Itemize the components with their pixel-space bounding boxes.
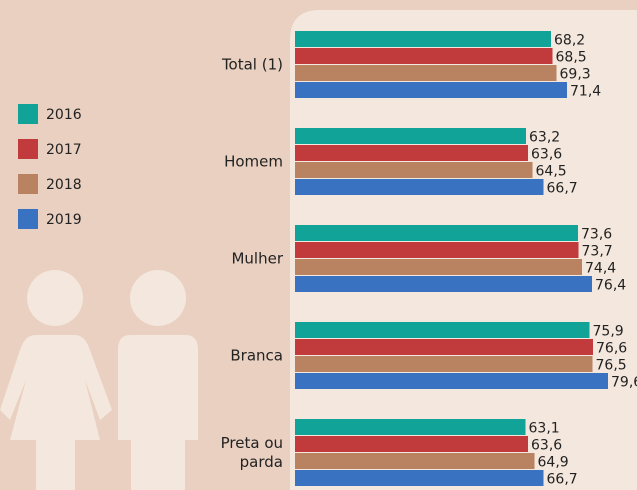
value-label: 76,4 (595, 278, 626, 294)
legend-swatch (18, 139, 38, 159)
bar (295, 31, 551, 47)
value-label: 66,7 (547, 181, 578, 197)
legend-label: 2019 (46, 212, 82, 228)
legend-swatch (18, 174, 38, 194)
category-label: Homem (224, 152, 283, 171)
value-label: 76,6 (596, 341, 627, 357)
woman-body (0, 335, 112, 490)
value-label: 71,4 (570, 84, 601, 100)
bar (295, 470, 544, 486)
bar (295, 339, 593, 355)
bar (295, 259, 582, 275)
bar (295, 373, 608, 389)
value-label: 63,2 (529, 130, 560, 146)
bar (295, 145, 528, 161)
value-label: 69,3 (560, 67, 591, 83)
value-label: 76,5 (596, 358, 627, 374)
bar (295, 128, 526, 144)
bar (295, 436, 528, 452)
figures (0, 270, 198, 490)
value-label: 66,7 (547, 472, 578, 488)
man-head (130, 270, 186, 326)
bar (295, 453, 535, 469)
bar (295, 48, 553, 64)
bar (295, 179, 544, 195)
value-label: 74,4 (585, 261, 616, 277)
value-label: 63,1 (529, 421, 560, 437)
legend-label: 2017 (46, 142, 82, 158)
value-label: 64,5 (536, 164, 567, 180)
value-label: 73,7 (582, 244, 613, 260)
category-label: Mulher (231, 249, 283, 268)
bar (295, 276, 592, 292)
value-label: 68,5 (556, 50, 587, 66)
man-body (118, 335, 198, 490)
value-label: 63,6 (531, 438, 562, 454)
legend-swatch (18, 209, 38, 229)
value-label: 64,9 (538, 455, 569, 471)
category-label: Branca (230, 346, 283, 365)
value-label: 63,6 (531, 147, 562, 163)
legend-label: 2016 (46, 107, 82, 123)
value-label: 68,2 (554, 33, 585, 49)
category-label: Total (1) (221, 55, 283, 74)
bar (295, 65, 557, 81)
value-label: 79,6 (611, 375, 637, 391)
value-label: 75,9 (593, 324, 624, 340)
legend-swatch (18, 104, 38, 124)
bar (295, 322, 590, 338)
value-label: 73,6 (581, 227, 612, 243)
bar (295, 82, 567, 98)
bar (295, 419, 526, 435)
bar (295, 242, 579, 258)
woman-head (27, 270, 83, 326)
bar (295, 162, 533, 178)
category-label: Preta ou parda (220, 434, 283, 471)
bar (295, 356, 593, 372)
legend-label: 2018 (46, 177, 82, 193)
bar (295, 225, 578, 241)
